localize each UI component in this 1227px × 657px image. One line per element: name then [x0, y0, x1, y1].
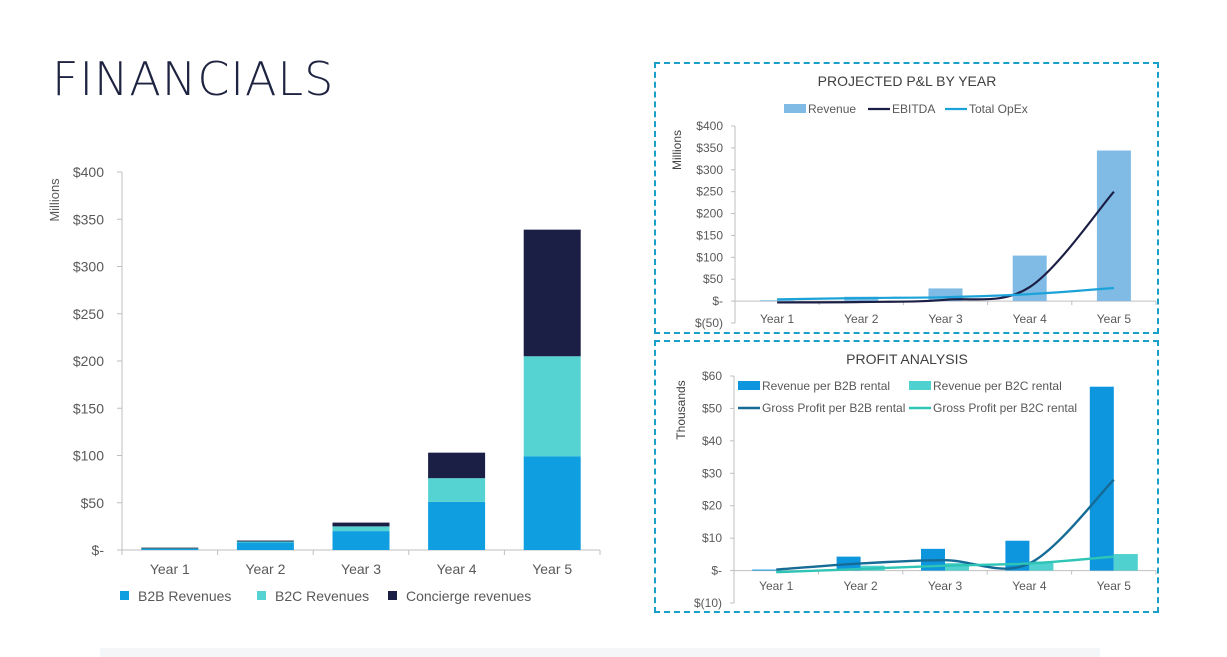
legend-swatch: [120, 591, 129, 600]
y-tick-label: $200: [696, 207, 723, 221]
bar-b2b-revenues: [236, 542, 294, 550]
bar-revenue-per-b2b-rental: [1089, 386, 1114, 571]
y-tick-label: $50: [81, 495, 105, 511]
y-tick-label: $200: [73, 353, 104, 369]
legend-label: Concierge revenues: [406, 588, 531, 604]
line-gross-profit-per-b2b-rental: [776, 478, 1115, 571]
y-tick-label: $-: [711, 564, 722, 578]
y-tick-label: $30: [702, 466, 722, 480]
line-ebitda: [777, 190, 1115, 304]
y-tick-label: $100: [73, 448, 104, 464]
x-tick-label: Year 3: [928, 579, 963, 593]
x-tick-label: Year 4: [1012, 579, 1047, 593]
projected-pl-chart: PROJECTED P&L BY YEAR $(50) $- $50 $100 $150 $…: [670, 73, 1157, 330]
legend-swatch: [388, 591, 397, 600]
x-tick-label: Year 5: [1097, 579, 1132, 593]
y-axis-label: Millions: [670, 130, 684, 170]
y-tick-label: $50: [702, 401, 722, 415]
x-tick-label: Year 5: [1097, 312, 1132, 326]
y-tick-label: $250: [73, 306, 104, 322]
stacked-revenue-chart: $- $50 $100 $150 $200 $250 $300 $350 $400 Million…: [47, 164, 601, 604]
bar-b2c-revenues: [141, 548, 199, 549]
y-tick-label: $(50): [695, 316, 723, 330]
x-tick-label: Year 4: [437, 561, 477, 577]
legend-label: B2B Revenues: [138, 588, 231, 604]
legend-swatch: [257, 591, 266, 600]
legend-swatch: [784, 104, 806, 113]
bar-b2c-revenues: [428, 478, 486, 502]
x-tick-label: Year 2: [844, 312, 879, 326]
legend-swatch: [909, 381, 931, 390]
chart-title: PROFIT ANALYSIS: [846, 351, 968, 367]
x-tick-label: Year 3: [341, 561, 381, 577]
x-tick-label: Year 3: [928, 312, 963, 326]
x-tick-label: Year 5: [532, 561, 572, 577]
chart-title: PROJECTED P&L BY YEAR: [818, 73, 997, 89]
y-tick-label: $150: [696, 228, 723, 242]
bar-concierge-revenues: [332, 522, 390, 527]
bar-concierge-revenues: [141, 547, 199, 549]
bar-revenue-per-b2c-rental: [1029, 561, 1054, 571]
bar-b2b-revenues: [332, 531, 390, 550]
legend-label: Gross Profit per B2C rental: [933, 401, 1077, 415]
line-total-opex: [777, 286, 1114, 301]
bar-revenue: [760, 300, 795, 302]
bar-concierge-revenues: [236, 540, 294, 542]
page-title: FINANCIALS: [52, 52, 335, 106]
profit-analysis-panel: PROFIT ANALYSIS $(10) $- $10 $20 $30 $40 $50 $60…: [654, 340, 1159, 613]
y-tick-label: $40: [702, 434, 722, 448]
legend-swatch: [738, 381, 760, 390]
bar-revenue-per-b2c-rental: [945, 563, 969, 571]
y-tick-label: $-: [92, 542, 105, 558]
line-gross-profit-per-b2c-rental: [776, 555, 1114, 574]
legend-label: Revenue per B2B rental: [762, 379, 890, 393]
y-tick-label: $60: [702, 369, 722, 383]
legend-label: Total OpEx: [969, 102, 1028, 116]
y-tick-label: $(10): [694, 596, 722, 610]
y-tick-label: $10: [702, 531, 722, 545]
bar-concierge-revenues: [523, 229, 581, 357]
bar-concierge-revenues: [428, 452, 486, 479]
legend-label: EBITDA: [892, 102, 935, 116]
y-tick-label: $250: [696, 185, 723, 199]
y-tick-label: $400: [73, 164, 104, 180]
bar-b2c-revenues: [332, 526, 390, 532]
y-tick-label: $300: [73, 259, 104, 275]
bar-b2c-revenues: [236, 541, 294, 543]
x-tick-label: Year 1: [759, 579, 794, 593]
y-tick-label: $50: [703, 272, 723, 286]
legend-label: Revenue per B2C rental: [933, 379, 1062, 393]
x-tick-label: Year 4: [1013, 312, 1048, 326]
x-tick-label: Year 2: [245, 561, 285, 577]
y-tick-label: $20: [702, 499, 722, 513]
y-tick-label: $300: [696, 163, 723, 177]
legend-label: Revenue: [808, 102, 856, 116]
legend-label: B2C Revenues: [275, 588, 369, 604]
x-tick-label: Year 2: [843, 579, 878, 593]
bar-revenue: [1096, 150, 1131, 302]
y-axis-label: Thousands: [674, 380, 688, 439]
y-tick-label: $100: [696, 250, 723, 264]
projected-pl-panel: PROJECTED P&L BY YEAR $(50) $- $50 $100 $150 $…: [654, 62, 1159, 334]
bar-b2b-revenues: [523, 456, 581, 550]
y-tick-label: $400: [696, 119, 723, 133]
y-tick-label: $150: [73, 400, 104, 416]
bar-b2b-revenues: [141, 548, 199, 550]
bar-revenue-per-b2c-rental: [1113, 554, 1138, 571]
y-axis-label: Millions: [47, 178, 62, 222]
y-tick-label: $350: [696, 141, 723, 155]
x-tick-label: Year 1: [760, 312, 795, 326]
legend-label: Gross Profit per B2B rental: [762, 401, 905, 415]
y-tick-label: $350: [73, 211, 104, 227]
x-tick-label: Year 1: [150, 561, 190, 577]
bar-b2b-revenues: [428, 501, 486, 550]
bar-revenue-per-b2b-rental: [752, 569, 777, 571]
footer-strip: [100, 648, 1100, 657]
profit-analysis-chart: PROFIT ANALYSIS $(10) $- $10 $20 $30 $40 $50 $60…: [674, 351, 1157, 610]
bar-b2c-revenues: [523, 356, 581, 457]
y-tick-label: $-: [712, 294, 723, 308]
